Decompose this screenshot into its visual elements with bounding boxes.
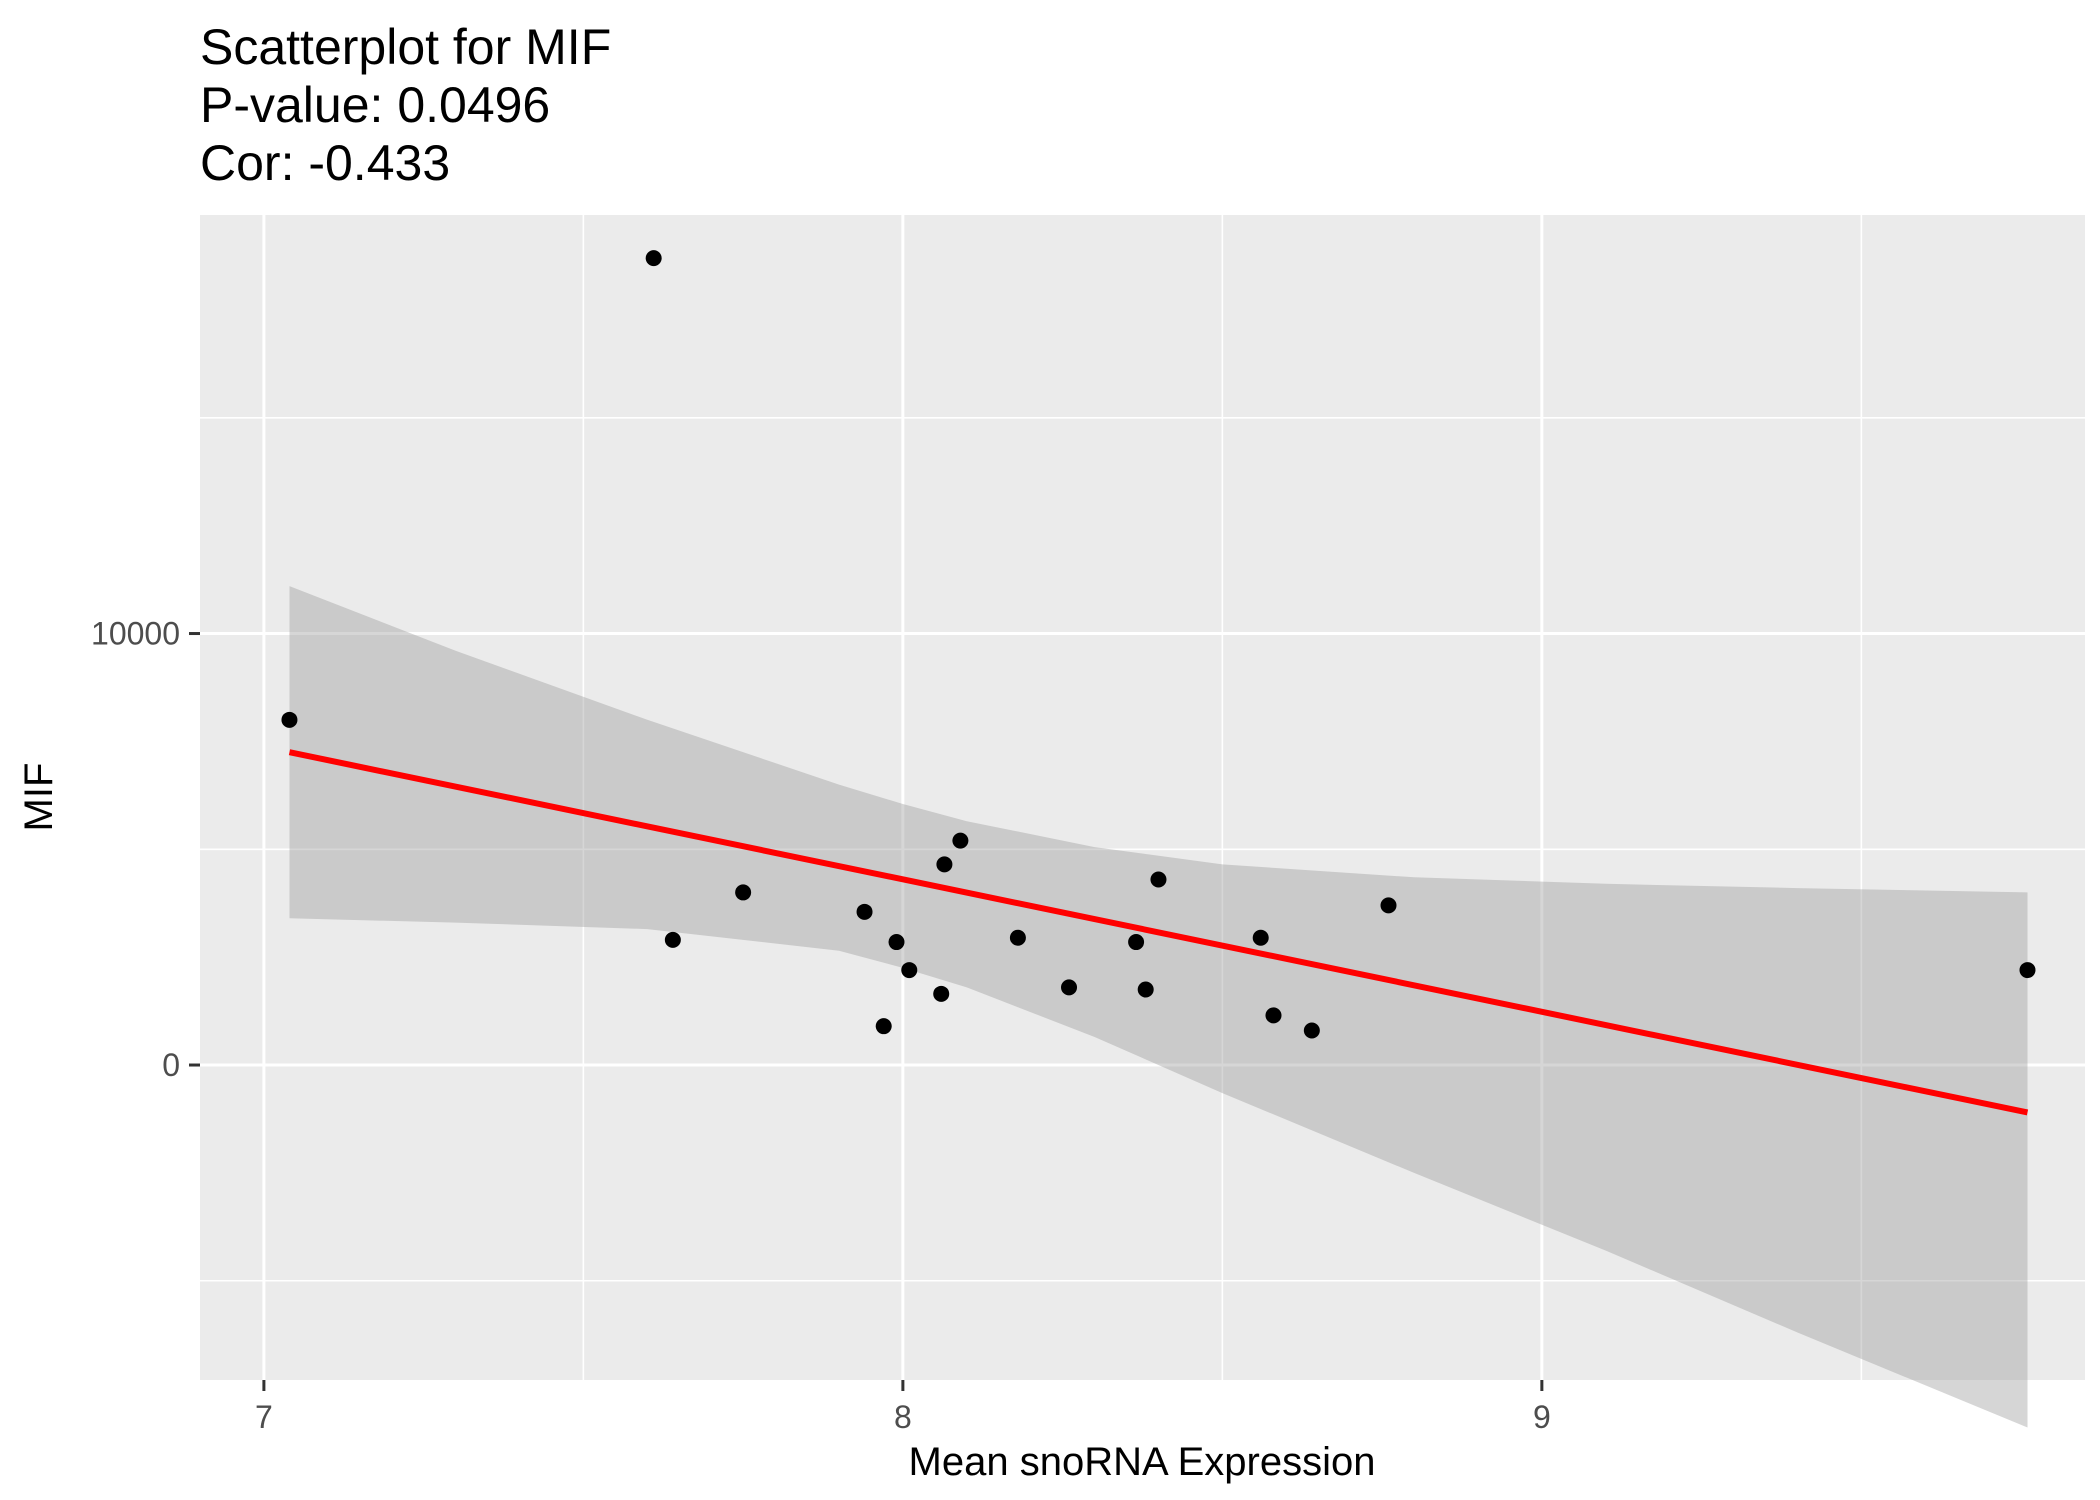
data-point xyxy=(1380,897,1397,914)
data-point xyxy=(952,832,969,849)
data-point xyxy=(664,931,681,948)
y-axis-label: MIF xyxy=(17,763,61,832)
data-point xyxy=(1137,981,1154,998)
y-tick-label: 10000 xyxy=(91,616,180,652)
x-tick-label: 9 xyxy=(1533,1399,1551,1435)
data-point xyxy=(281,711,298,728)
data-point xyxy=(933,985,950,1002)
chart-title: Scatterplot for MIF xyxy=(200,19,612,75)
y-tick-label: 0 xyxy=(162,1047,180,1083)
data-point xyxy=(735,884,752,901)
y-axis: 0 10000 xyxy=(91,616,200,1083)
data-points xyxy=(281,250,2036,1039)
data-point xyxy=(1128,934,1145,951)
x-tick-label: 8 xyxy=(894,1399,912,1435)
data-point xyxy=(1009,929,1026,946)
confidence-band xyxy=(289,586,2028,1428)
major-grid xyxy=(200,215,2085,1380)
data-point xyxy=(888,934,905,951)
data-point xyxy=(856,903,873,920)
chart-subtitle-pvalue: P-value: 0.0496 xyxy=(200,77,551,133)
x-axis-label: Mean snoRNA Expression xyxy=(909,1440,1376,1484)
x-axis: 7 8 9 xyxy=(255,1380,1551,1435)
chart-subtitle-cor: Cor: -0.433 xyxy=(200,135,451,191)
data-point xyxy=(1061,979,1078,996)
data-point xyxy=(875,1018,892,1035)
fit-line xyxy=(288,749,2029,1116)
minor-grid xyxy=(200,215,2085,1380)
data-point xyxy=(1303,1022,1320,1039)
data-point xyxy=(936,856,953,873)
data-point xyxy=(1265,1007,1282,1024)
data-point xyxy=(1150,871,1167,888)
data-point xyxy=(901,962,918,979)
data-point xyxy=(645,250,662,267)
data-point xyxy=(2019,962,2036,979)
data-point xyxy=(1252,929,1269,946)
x-tick-label: 7 xyxy=(255,1399,273,1435)
